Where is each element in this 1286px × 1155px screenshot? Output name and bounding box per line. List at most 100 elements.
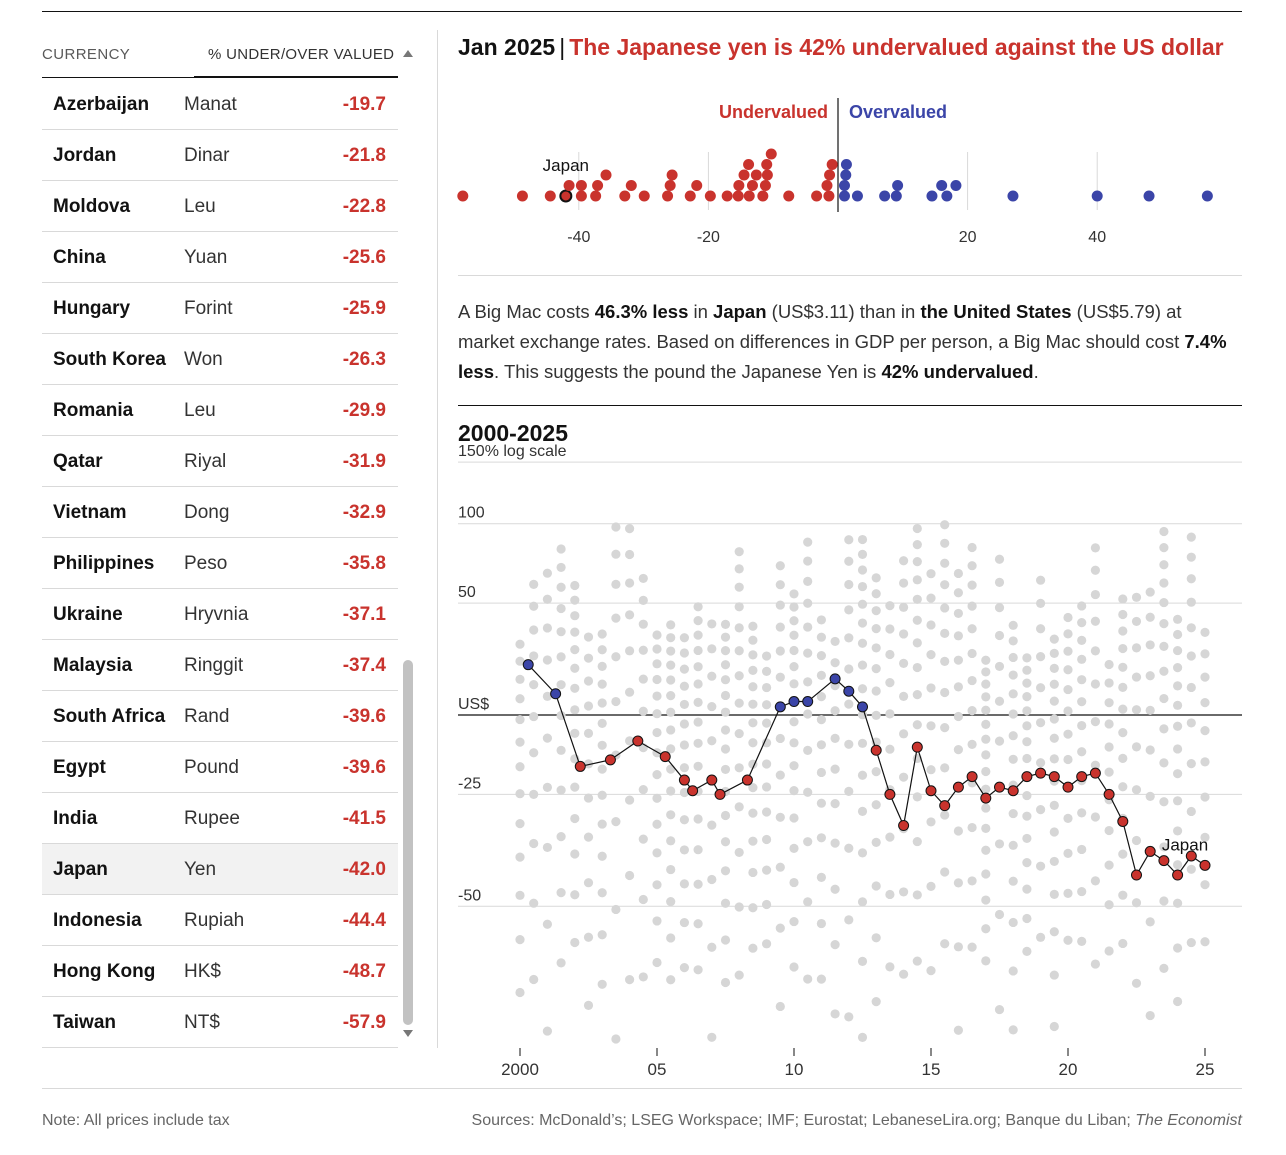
other-country-dot [1173, 663, 1183, 673]
other-country-dot [871, 710, 881, 720]
table-row[interactable]: Moldova Leu -22.8 [42, 181, 398, 232]
other-country-dot [803, 622, 813, 632]
table-row[interactable]: Vietnam Dong -32.9 [42, 487, 398, 538]
sort-arrow-up-icon[interactable] [403, 50, 413, 57]
other-country-dot [981, 895, 991, 905]
country-dot [1007, 190, 1019, 202]
table-row[interactable]: South Korea Won -26.3 [42, 334, 398, 385]
other-country-dot [994, 661, 1005, 672]
other-country-dot [666, 933, 676, 943]
other-country-dot [803, 556, 813, 566]
x-tick-label: 20 [959, 229, 977, 246]
other-country-dot [542, 1026, 553, 1036]
other-country-dot [1159, 693, 1169, 704]
table-row[interactable]: Ukraine Hryvnia -37.1 [42, 589, 398, 640]
other-country-dot [1036, 624, 1046, 634]
country-dot [824, 169, 836, 181]
other-country-dot [1186, 623, 1196, 633]
description: A Big Mac costs 46.3% less in Japan (US$… [458, 297, 1242, 387]
other-country-dot [857, 806, 868, 816]
other-country-dot [775, 561, 785, 571]
row-currency: Yen [184, 859, 217, 880]
japan-series-point [1035, 767, 1047, 779]
other-country-dot [1049, 754, 1059, 764]
other-country-dot [775, 622, 785, 632]
scroll-down-arrow-icon[interactable] [403, 1030, 413, 1037]
other-country-dot [666, 646, 676, 656]
other-country-dot [1049, 889, 1059, 899]
timeseries-chart: 150% log scale 100 50 US$ -25 -50 2000 05 10 15 20… [458, 443, 1242, 1079]
other-country-dot [597, 629, 607, 639]
other-country-dot [885, 601, 895, 611]
other-country-dot [940, 628, 950, 638]
table-row[interactable]: Hungary Forint -25.9 [42, 283, 398, 334]
table-row[interactable]: Japan Yen -42.0 [42, 844, 398, 895]
table-row[interactable]: China Yuan -25.6 [42, 232, 398, 283]
other-country-dot [857, 897, 868, 907]
other-country-dot [570, 683, 580, 693]
other-country-dot [1063, 935, 1073, 945]
other-country-dot [529, 625, 539, 635]
other-country-dot [940, 867, 950, 877]
other-country-dot [679, 845, 690, 855]
table-header: CURRENCY % UNDER/OVER VALUED [42, 30, 398, 78]
table-row[interactable]: Qatar Riyal -31.9 [42, 436, 398, 487]
table-row[interactable]: Romania Leu -29.9 [42, 385, 398, 436]
other-country-dot [556, 582, 566, 592]
japan-series-point [741, 774, 753, 786]
other-country-dot [583, 832, 594, 842]
table-row[interactable]: Hong Kong HK$ -48.7 [42, 946, 398, 997]
desc-text: A Big Mac costs [458, 301, 595, 322]
row-currency: Dong [184, 502, 230, 523]
desc-bold: the United States [920, 301, 1072, 322]
japan-series-point [1131, 869, 1142, 881]
scrollbar[interactable] [401, 50, 415, 1050]
other-country-dot [857, 599, 868, 609]
other-country-dot [1049, 827, 1059, 837]
country-dot [625, 180, 637, 191]
other-country-dot [666, 691, 676, 701]
other-country-dot [1090, 543, 1100, 553]
other-country-dot [652, 770, 662, 780]
other-country-dot [1063, 684, 1073, 695]
other-country-dot [720, 866, 731, 876]
table-row[interactable]: Indonesia Rupiah -44.4 [42, 895, 398, 946]
scrollbar-thumb[interactable] [403, 660, 413, 1025]
currency-column-header: CURRENCY [42, 46, 131, 63]
other-country-dot [570, 627, 580, 637]
other-country-dot [1131, 835, 1142, 846]
other-country-dot [720, 935, 731, 945]
other-country-dot [830, 838, 840, 848]
other-country-dot [1118, 662, 1128, 672]
other-country-dot [844, 699, 854, 709]
currency-table: CURRENCY % UNDER/OVER VALUED Azerbaijan M… [42, 30, 422, 1055]
table-row[interactable]: Jordan Dinar -21.8 [42, 130, 398, 181]
other-country-dot [789, 962, 799, 972]
table-row[interactable]: Malaysia Ringgit -37.4 [42, 640, 398, 691]
other-country-dot [871, 800, 881, 810]
other-country-dot [994, 577, 1005, 588]
other-country-dot [1186, 759, 1196, 769]
other-country-dot [967, 675, 977, 686]
other-country-dot [693, 879, 703, 889]
other-country-dot [899, 602, 909, 612]
table-row[interactable]: Egypt Pound -39.6 [42, 742, 398, 793]
other-country-dot [1159, 963, 1169, 973]
other-country-dot [1036, 718, 1046, 728]
other-country-dot [953, 826, 964, 836]
other-country-dot [515, 714, 525, 725]
other-country-dot [1145, 587, 1155, 597]
other-country-dot [803, 598, 813, 608]
other-country-dot [871, 606, 881, 616]
row-country: Jordan [53, 145, 117, 166]
table-row[interactable]: South Africa Rand -39.6 [42, 691, 398, 742]
other-country-dot [597, 888, 607, 898]
table-row[interactable]: Taiwan NT$ -57.9 [42, 997, 398, 1048]
other-country-dot [1049, 714, 1059, 724]
table-row[interactable]: Azerbaijan Manat -19.7 [42, 79, 398, 130]
row-country: India [53, 808, 98, 829]
table-row[interactable]: Philippines Peso -35.8 [42, 538, 398, 589]
other-country-dot [1008, 917, 1018, 928]
table-row[interactable]: India Rupee -41.5 [42, 793, 398, 844]
country-dot [851, 190, 863, 202]
